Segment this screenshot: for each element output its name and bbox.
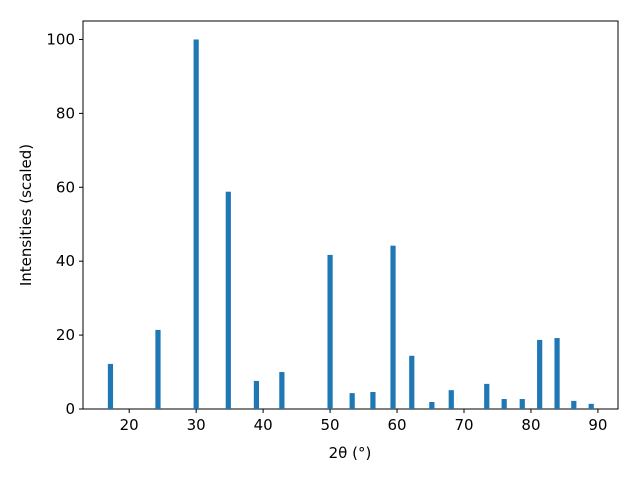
bar (588, 403, 594, 409)
y-axis-label: Intensities (scaled) (17, 144, 35, 286)
y-tick-label: 80 (56, 104, 75, 122)
x-tick-label: 20 (120, 416, 139, 434)
bar (537, 339, 543, 409)
x-tick-label: 50 (321, 416, 340, 434)
bar (155, 329, 161, 409)
bar (225, 191, 231, 409)
y-tick-label: 100 (46, 30, 75, 48)
y-tick-label: 60 (56, 178, 75, 196)
y-tick-label: 40 (56, 252, 75, 270)
bar (519, 399, 525, 409)
x-tick-label: 80 (521, 416, 540, 434)
y-tick-label: 0 (65, 400, 75, 418)
bar (253, 380, 260, 409)
bar (107, 363, 114, 409)
x-tick-label: 70 (454, 416, 473, 434)
bar (193, 39, 199, 409)
bar (501, 399, 507, 409)
bar (484, 383, 490, 409)
bar (429, 401, 435, 409)
bar (327, 254, 333, 409)
bar (448, 390, 454, 409)
bar (409, 355, 415, 409)
x-axis-label: 2θ (°) (329, 444, 372, 462)
x-tick-label: 40 (254, 416, 273, 434)
bar (554, 338, 560, 409)
bar (390, 245, 396, 409)
x-tick-label: 30 (187, 416, 206, 434)
bar (571, 400, 577, 409)
bar (370, 392, 376, 409)
bar (279, 372, 285, 409)
x-tick-label: 90 (588, 416, 607, 434)
x-tick-label: 60 (387, 416, 406, 434)
bar (349, 393, 355, 409)
y-tick-label: 20 (56, 326, 75, 344)
